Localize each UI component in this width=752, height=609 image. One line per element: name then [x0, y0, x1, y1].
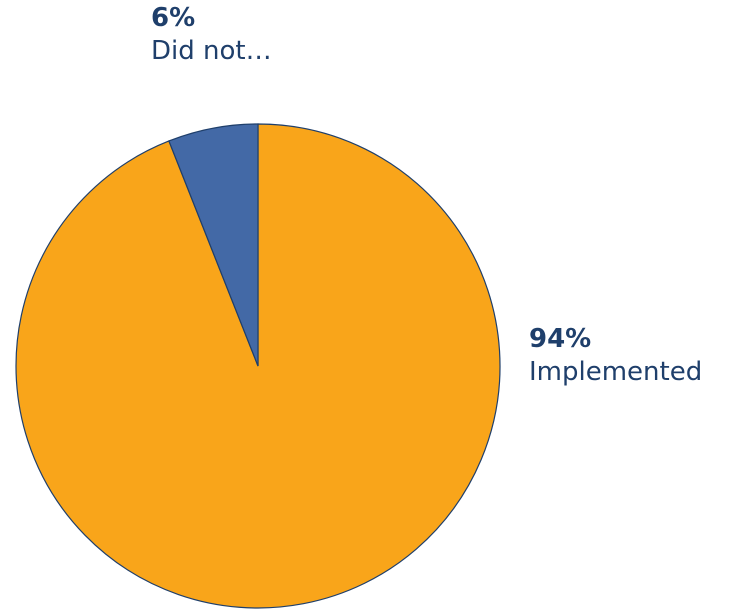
- pie-slice-did-not: [168, 123, 259, 367]
- slice-label-implemented: 94% Implemented: [529, 323, 702, 388]
- slice-category-implemented: Implemented: [529, 356, 703, 387]
- slice-percent-did-not: 6%: [151, 3, 196, 33]
- slice-category-did-not: Did not…: [151, 35, 272, 66]
- slice-percent-implemented: 94%: [529, 324, 592, 354]
- pie-slices: [15, 123, 501, 609]
- slice-label-did-not: 6% Did not…: [151, 2, 272, 67]
